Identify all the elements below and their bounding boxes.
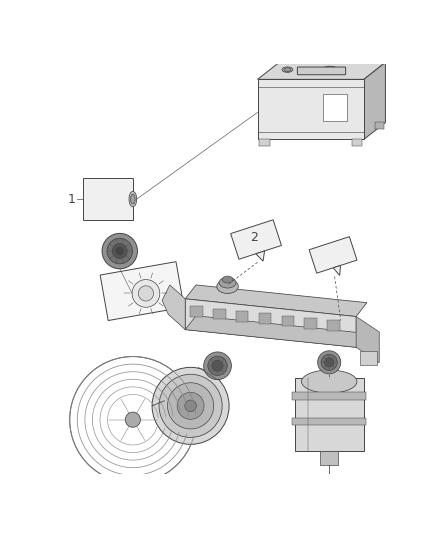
Bar	[292, 418, 366, 425]
Bar	[259, 140, 270, 146]
Polygon shape	[309, 237, 357, 273]
Polygon shape	[259, 313, 271, 324]
Text: 2: 2	[251, 231, 258, 245]
Circle shape	[318, 351, 341, 374]
Circle shape	[321, 354, 337, 370]
Polygon shape	[185, 285, 367, 317]
Circle shape	[107, 238, 133, 264]
Polygon shape	[100, 262, 184, 320]
Bar	[292, 392, 366, 400]
Bar	[374, 123, 384, 128]
Ellipse shape	[219, 277, 236, 288]
Polygon shape	[304, 318, 317, 329]
Circle shape	[159, 374, 222, 438]
Bar	[294, 378, 364, 451]
Polygon shape	[256, 251, 265, 261]
Polygon shape	[258, 62, 385, 79]
Circle shape	[125, 412, 141, 427]
Bar	[324, 94, 347, 122]
Bar	[83, 178, 133, 220]
Circle shape	[212, 360, 223, 372]
Circle shape	[167, 383, 214, 429]
Polygon shape	[282, 316, 294, 326]
Circle shape	[325, 358, 334, 367]
Circle shape	[112, 244, 127, 259]
Polygon shape	[213, 309, 226, 319]
Circle shape	[185, 400, 196, 411]
Circle shape	[138, 286, 154, 301]
Ellipse shape	[301, 370, 357, 393]
Circle shape	[177, 392, 204, 419]
Polygon shape	[364, 62, 385, 140]
Polygon shape	[191, 306, 203, 317]
Polygon shape	[236, 311, 248, 321]
Ellipse shape	[282, 67, 293, 72]
Circle shape	[208, 356, 227, 376]
Ellipse shape	[131, 194, 135, 204]
Circle shape	[152, 367, 229, 445]
Polygon shape	[356, 317, 379, 363]
Ellipse shape	[222, 276, 233, 283]
Bar	[360, 351, 377, 365]
Circle shape	[102, 233, 138, 269]
Bar	[352, 140, 362, 146]
Polygon shape	[185, 299, 356, 348]
Polygon shape	[185, 316, 367, 348]
Text: 1: 1	[68, 192, 76, 206]
Ellipse shape	[217, 280, 238, 294]
Polygon shape	[162, 285, 185, 329]
Ellipse shape	[284, 68, 291, 71]
FancyBboxPatch shape	[297, 67, 346, 75]
Ellipse shape	[322, 66, 338, 73]
Bar	[258, 79, 364, 140]
Polygon shape	[333, 265, 340, 276]
Ellipse shape	[129, 191, 137, 207]
Bar	[320, 451, 339, 465]
Ellipse shape	[325, 67, 336, 72]
Circle shape	[204, 352, 231, 379]
Polygon shape	[327, 320, 339, 331]
Polygon shape	[231, 220, 282, 259]
Circle shape	[116, 247, 124, 255]
Circle shape	[132, 280, 160, 308]
